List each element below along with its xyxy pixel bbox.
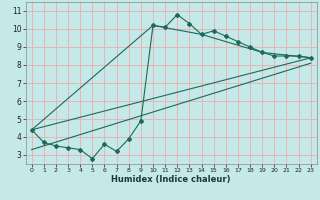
- X-axis label: Humidex (Indice chaleur): Humidex (Indice chaleur): [111, 175, 231, 184]
